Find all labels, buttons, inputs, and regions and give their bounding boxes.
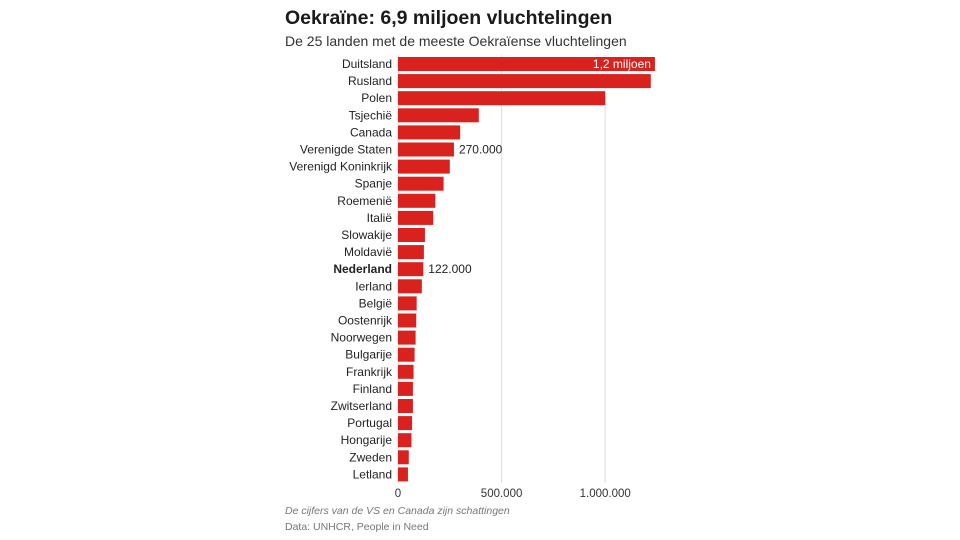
y-category-label: Letland — [353, 467, 392, 481]
x-tick-label: 1.000.000 — [580, 488, 631, 500]
y-category-label: Oostenrijk — [338, 314, 393, 328]
y-category-label: Spanje — [355, 177, 393, 191]
bar — [398, 296, 417, 311]
bar — [398, 74, 651, 89]
y-category-label: Polen — [361, 91, 392, 105]
y-category-label: Moldavië — [344, 245, 392, 259]
data-label: 1,2 miljoen — [593, 57, 651, 71]
x-tick-label: 0 — [395, 488, 401, 500]
bar — [398, 399, 413, 413]
bar — [398, 57, 655, 71]
y-category-label: Portugal — [347, 416, 392, 430]
bar — [398, 210, 434, 225]
y-category-label: Tsjechië — [349, 108, 393, 122]
bar — [398, 176, 444, 191]
data-label: 270.000 — [459, 143, 503, 157]
bar — [398, 450, 409, 465]
bar — [398, 228, 425, 242]
bar — [398, 313, 417, 328]
y-category-label: Nederland — [333, 262, 392, 276]
bar — [398, 91, 606, 106]
y-category-label: Italië — [367, 211, 393, 225]
bar — [398, 108, 479, 123]
y-category-label: Frankrijk — [346, 365, 393, 379]
y-category-label: Verenigd Koninkrijk — [289, 160, 393, 174]
bar — [398, 159, 450, 174]
bar — [398, 245, 424, 260]
y-category-label: Canada — [350, 125, 392, 139]
bar — [398, 433, 412, 448]
chart-note: De cijfers van de VS en Canada zijn scha… — [285, 505, 510, 517]
y-category-label: Roemenië — [337, 194, 392, 208]
chart-subtitle: De 25 landen met de meeste Oekraïense vl… — [285, 33, 627, 49]
bar — [398, 467, 408, 482]
y-category-label: Bulgarije — [345, 348, 392, 362]
y-category-label: Slowakije — [341, 228, 392, 242]
y-category-label: Finland — [353, 382, 392, 396]
y-category-label: Verenigde Staten — [300, 143, 392, 157]
bar — [398, 279, 422, 294]
data-label: 122.000 — [428, 262, 472, 276]
y-category-label: Hongarije — [341, 433, 393, 447]
bar — [398, 142, 454, 157]
y-category-label: Zweden — [349, 450, 392, 464]
bar — [398, 416, 413, 431]
bar — [398, 381, 413, 396]
y-category-label: Noorwegen — [331, 331, 392, 345]
y-category-label: Rusland — [348, 74, 392, 88]
y-category-label: België — [359, 296, 393, 310]
bar — [398, 347, 415, 362]
bar — [398, 193, 436, 208]
y-category-label: Duitsland — [342, 57, 392, 71]
bar — [398, 330, 416, 345]
y-category-label: Zwitserland — [331, 399, 392, 413]
chart-title: Oekraïne: 6,9 miljoen vluchtelingen — [285, 7, 613, 29]
bar — [398, 262, 424, 277]
bar — [398, 364, 414, 379]
x-tick-label: 500.000 — [481, 488, 523, 500]
bar — [398, 125, 461, 140]
chart-source: Data: UNHCR, People in Need — [285, 521, 429, 533]
y-category-label: Ierland — [355, 279, 392, 293]
